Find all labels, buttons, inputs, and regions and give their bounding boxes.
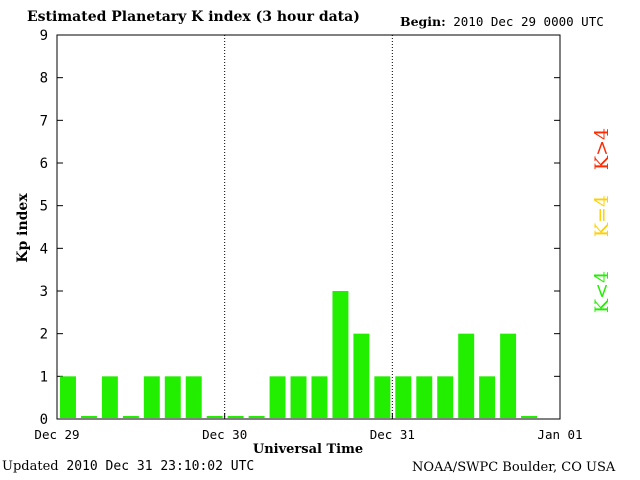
chart-title: Estimated Planetary K index (3 hour data… [27,9,360,25]
y-tick-label: 0 [40,412,48,428]
legend-k-equal-4: K=4 [591,195,613,237]
kp-bar [374,376,391,418]
kp-bar [101,376,118,418]
legend-k-greater-4: K>4 [591,128,613,170]
y-tick-label: 1 [40,369,48,385]
legend-k-less-4: K<4 [591,271,613,313]
x-tick-label: Dec 30 [202,427,247,442]
kp-bar [479,376,496,418]
kp-bar [458,333,475,418]
kp-bar [185,376,202,418]
kp-bar [80,416,97,418]
data-source: NOAA/SWPC Boulder, CO USA [412,460,616,475]
kp-bar [164,376,181,418]
y-tick-label: 6 [40,156,48,172]
y-tick-label: 7 [40,113,48,129]
kp-bar [206,416,223,418]
kp-bar [521,416,538,418]
x-axis-label: Universal Time [253,442,363,457]
kp-bar [332,291,349,418]
kp-bar [500,333,517,418]
kp-color-legend: K>4 K=4 K<4 [591,128,613,313]
x-tick-label: Dec 31 [370,427,415,442]
y-axis-label: Kp index [15,193,31,263]
y-tick-label: 3 [40,284,48,300]
kp-bar [353,333,370,418]
updated-label: Updated [2,459,59,474]
kp-bar [395,376,412,418]
kp-bar [227,416,244,418]
x-tick-label: Jan 01 [537,427,582,442]
updated-timestamp: Updated 2010 Dec 31 23:10:02 UTC [2,459,254,474]
kp-bar [122,416,139,418]
kp-bar [269,376,286,418]
begin-label: Begin: [400,14,446,29]
x-tick-label: Dec 29 [34,427,79,442]
y-tick-label: 5 [40,199,48,215]
begin-info: Begin: 2010 Dec 29 0000 UTC [400,14,604,29]
updated-value: 2010 Dec 31 23:10:02 UTC [66,459,255,474]
kp-bar [437,376,454,418]
kp-bar [416,376,433,418]
begin-value: 2010 Dec 29 0000 UTC [453,14,604,29]
kp-bar [143,376,160,418]
kp-bar [248,416,265,418]
plot-frame [56,34,561,420]
y-tick-label: 4 [40,241,48,257]
y-tick-label: 8 [40,71,48,87]
kp-bar [311,376,328,418]
kp-bar [290,376,307,418]
y-tick-label: 9 [40,28,48,44]
kp-bar [60,376,76,418]
y-tick-label: 2 [40,327,48,343]
